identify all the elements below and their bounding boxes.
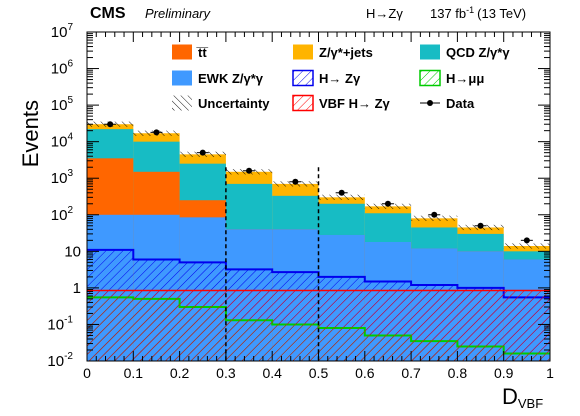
cms-label: CMS: [90, 5, 126, 22]
vbf-legend-swatch: [292, 94, 314, 112]
x-tick-label: 0.2: [170, 365, 190, 381]
y-tick-label: 106: [51, 59, 74, 78]
ewk-legend-label: EWK Z/γ*γ: [198, 71, 264, 86]
zjets-legend-swatch: [293, 44, 313, 60]
lumi-exponent: -1: [466, 5, 474, 15]
category-boundaries: [225, 167, 320, 361]
data-point: [384, 200, 391, 207]
x-axis-title-sub: VBF: [518, 396, 543, 411]
x-tick-label: 0.5: [309, 365, 329, 381]
vbf-hzg-signal-bar: [503, 290, 550, 361]
y-tick-label: 105: [51, 95, 74, 114]
lumi-value: 137 fb: [430, 6, 466, 21]
data-point: [338, 189, 345, 196]
data-point: [477, 222, 484, 229]
axes: 0 0.1 0.2 0.3 0.4 0.5 0.6 0.7 0.8 0.9 110-210-1110…: [47, 22, 554, 381]
preliminary-label: Preliminary: [145, 6, 212, 21]
y-tick-label: 107: [51, 22, 74, 41]
uncertainty-legend-label: Uncertainty: [198, 96, 270, 111]
x-tick-label: 0: [83, 365, 91, 381]
y-axis-title: Events: [18, 100, 43, 167]
vbf-hzg-signal-bar: [364, 290, 412, 361]
data-point: [153, 129, 160, 136]
vbf-legend-label: VBF H→ Zγ: [319, 96, 391, 111]
x-tick-label: 0.8: [448, 365, 468, 381]
y-tick-label: 1: [73, 280, 81, 297]
x-axis-title-main: D: [502, 384, 518, 409]
vbf-hzg-signal-bar: [87, 290, 134, 361]
data-points: [104, 121, 533, 244]
legend: t̅t̅ Z/γ*+jets QCD Z/γ*γ EWK Z/γ*γ H→ Zγ H→μμ…: [172, 44, 510, 112]
vbf-hzg-signal-bar: [318, 290, 365, 361]
y-tick-label: 10-1: [47, 314, 73, 333]
x-tick-label: 0.1: [124, 365, 144, 381]
signal-legend-label: H→ Zγ: [319, 71, 361, 86]
x-tick-label: 0.4: [262, 365, 282, 381]
data-legend-marker: [427, 100, 433, 106]
x-tick-label: 1: [546, 365, 554, 381]
data-point: [292, 178, 299, 185]
y-tick-label: 102: [51, 205, 74, 224]
x-tick-label: 0.3: [216, 365, 236, 381]
data-point: [199, 149, 206, 156]
data-legend-label: Data: [446, 96, 475, 111]
hmumu-legend-swatch: [419, 69, 441, 87]
vbf-hzg-signal-bar: [272, 290, 319, 361]
x-axis-title: DVBF: [502, 384, 543, 411]
lumi-label: 137 fb-1 (13 TeV): [430, 5, 526, 21]
x-tick-label: 0.6: [355, 365, 375, 381]
ttbar-legend-label: t̅t̅: [196, 45, 208, 60]
signal-legend-swatch: [292, 69, 314, 87]
uncertainty-bar: [503, 243, 550, 249]
zjets-legend-label: Z/γ*+jets: [319, 45, 373, 60]
vbf-hzg-signal-bar: [225, 290, 273, 361]
data-point: [523, 237, 530, 244]
data-point: [107, 121, 114, 128]
vbf-hzg-signal-bar: [179, 290, 226, 361]
y-tick-label: 10-2: [47, 351, 73, 370]
y-tick-label: 103: [51, 168, 74, 187]
data-point: [246, 167, 253, 174]
y-tick-label: 10: [64, 243, 81, 260]
energy-label: (13 TeV): [477, 6, 526, 21]
signal-overlays: [87, 248, 550, 361]
uncertainty-bar: [318, 194, 365, 200]
ewk-legend-swatch: [172, 70, 192, 86]
vbf-hzg-signal-bar: [411, 290, 458, 361]
data-point: [431, 211, 438, 218]
qcd-legend-label: QCD Z/γ*γ: [446, 45, 510, 60]
x-tick-label: 0.7: [401, 365, 421, 381]
vbf-hzg-signal-bar: [457, 290, 504, 361]
vbf-hzg-signal-bar: [133, 290, 180, 361]
y-tick-label: 104: [51, 132, 74, 151]
uncertainty-bar: [411, 215, 458, 221]
uncertainty-legend-swatch: [172, 95, 192, 111]
ttbar-legend-swatch: [172, 44, 192, 60]
qcd-legend-swatch: [420, 44, 440, 60]
process-label: H→Zγ: [366, 6, 403, 21]
hmumu-legend-label: H→μμ: [446, 71, 484, 86]
x-tick-label: 0.9: [494, 365, 514, 381]
